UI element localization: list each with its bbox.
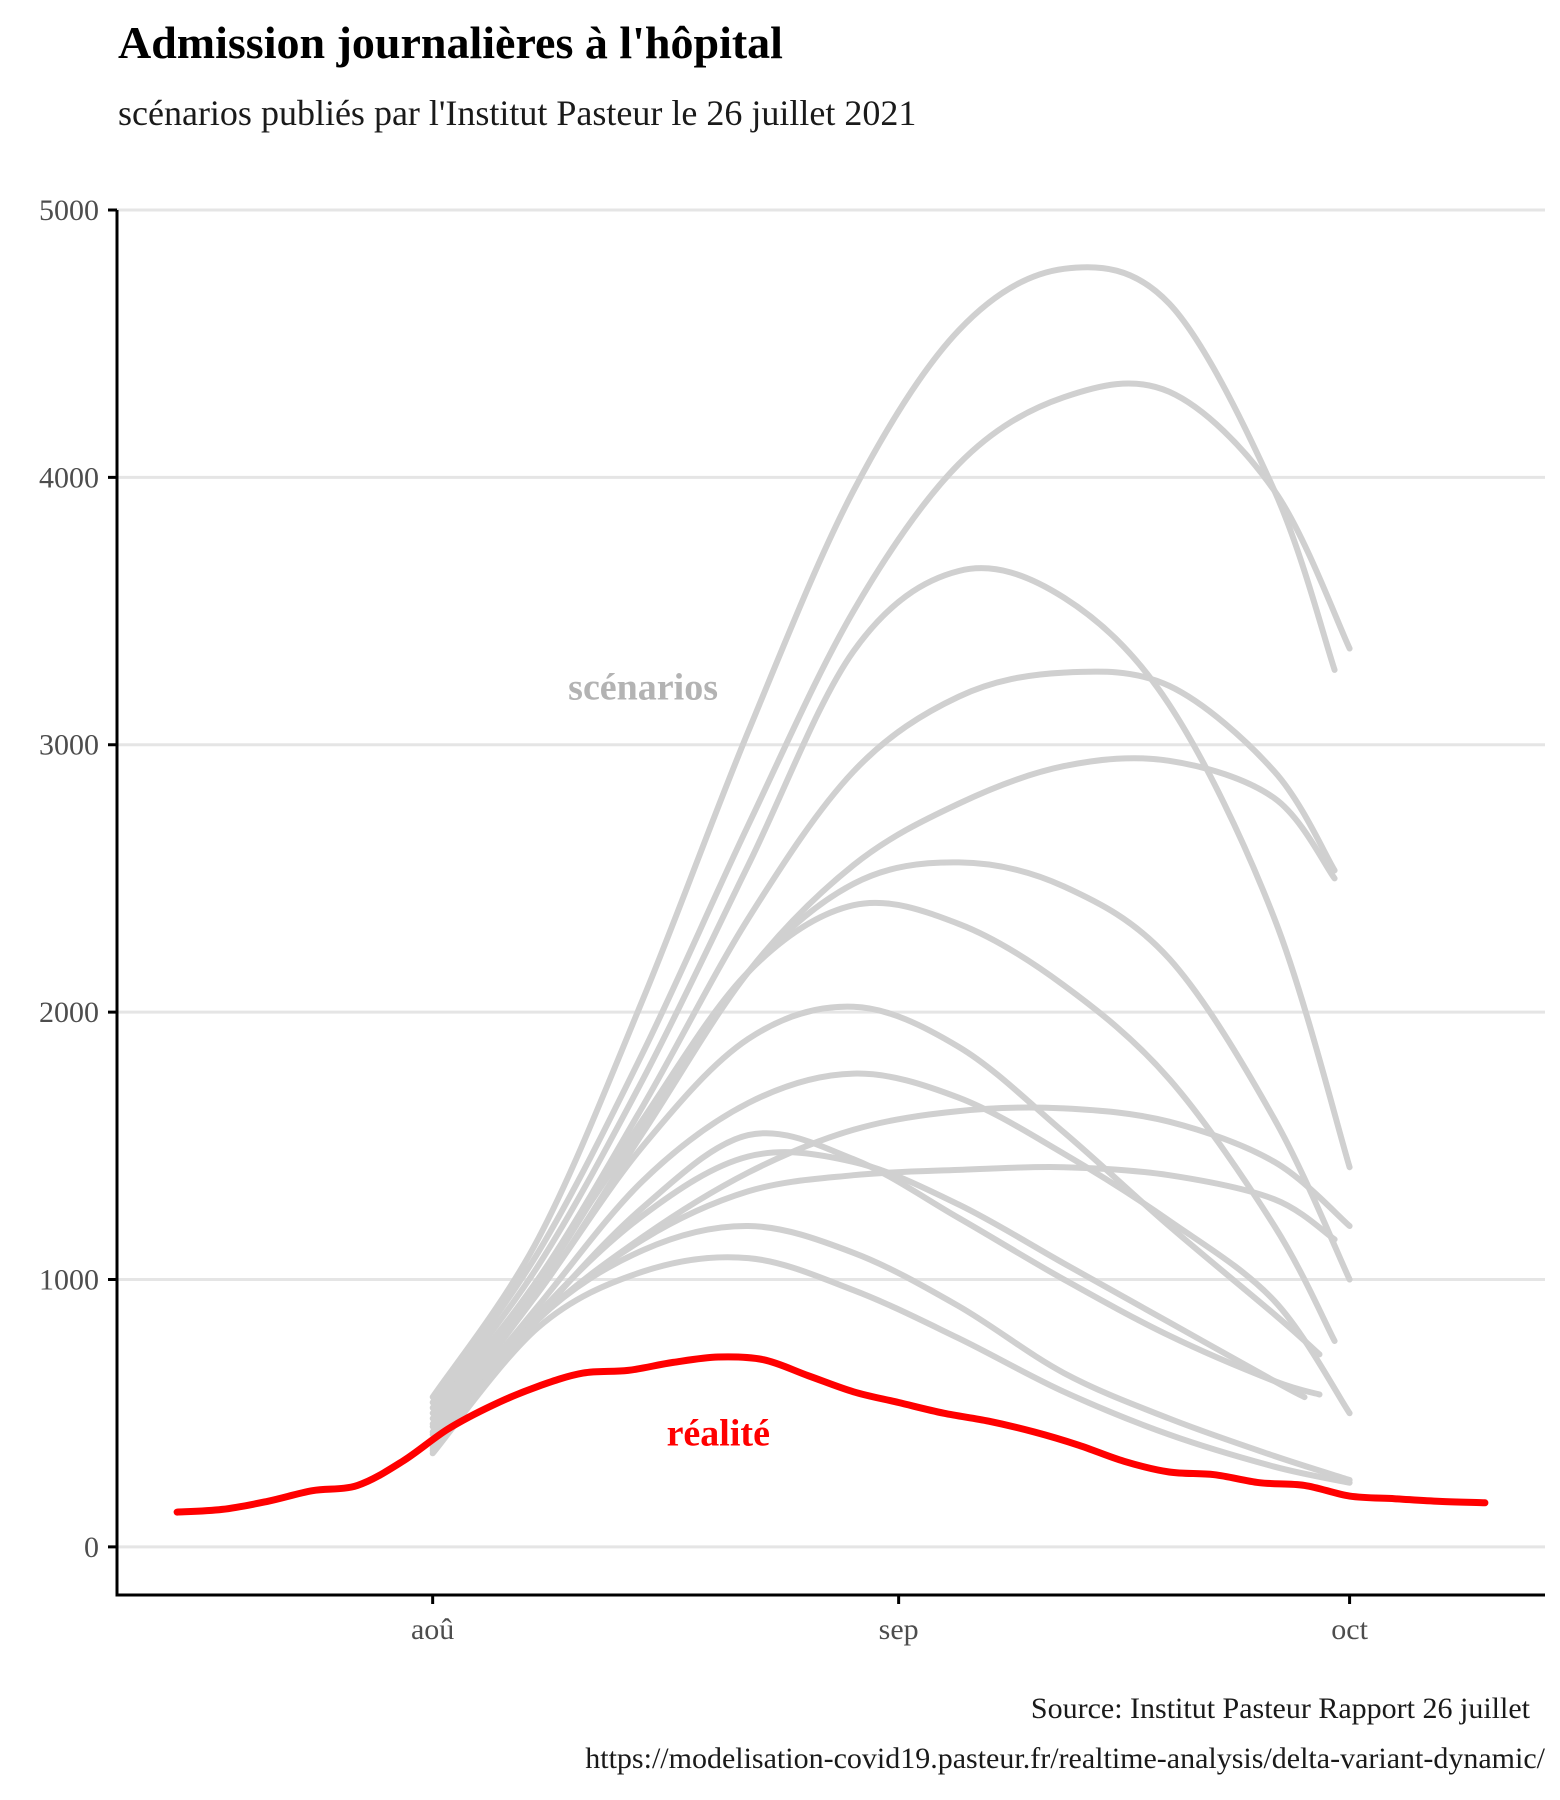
scenario-line-8 [429, 1003, 1323, 1435]
x-tick-label-sep: sep [879, 1613, 919, 1646]
scenario-line-13 [429, 1130, 1323, 1451]
y-tick-label-0: 0 [84, 1531, 99, 1564]
chart-title: Admission journalières à l'hôpital [118, 17, 783, 68]
scenario-line-9 [429, 1070, 1353, 1438]
scenario-line-7 [429, 899, 1338, 1430]
y-tick-label-3000: 3000 [39, 729, 99, 762]
x-axis-ticks: aoû sep oct [411, 1595, 1369, 1646]
chart-subtitle: scénarios publiés par l'Institut Pasteur… [118, 93, 916, 133]
annotation-scenarios: scénarios [568, 666, 718, 708]
scenario-line-3 [429, 565, 1353, 1411]
source-url: https://modelisation-covid19.pasteur.fr/… [585, 1742, 1545, 1775]
x-tick-label-aoû: aoû [411, 1613, 454, 1646]
scenario-line-5 [429, 755, 1338, 1422]
y-tick-label-4000: 4000 [39, 461, 99, 494]
realite-series-line [173, 1353, 1489, 1516]
y-axis-ticks: 0 1000 2000 3000 4000 5000 [39, 194, 117, 1564]
y-tick-label-2000: 2000 [39, 996, 99, 1029]
scenario-line-2 [429, 380, 1353, 1406]
realite-line [173, 1353, 1489, 1516]
axes-frame [115, 210, 1545, 1597]
scenario-lines [429, 264, 1353, 1486]
gridlines [117, 208, 1545, 1549]
annotations: scénarios réalité [568, 666, 770, 1454]
y-tick-label-1000: 1000 [39, 1263, 99, 1296]
x-tick-label-oct: oct [1331, 1613, 1368, 1646]
annotation-realite: réalité [667, 1412, 770, 1454]
scenario-line-14 [429, 1222, 1353, 1483]
scenario-line-10 [429, 1104, 1353, 1443]
source-caption: Source: Institut Pasteur Rapport 26 juil… [1031, 1692, 1531, 1725]
y-tick-label-5000: 5000 [39, 194, 99, 227]
scenario-line-6 [429, 859, 1353, 1427]
scenario-line-1 [429, 264, 1338, 1401]
scenario-line-15 [429, 1254, 1353, 1486]
